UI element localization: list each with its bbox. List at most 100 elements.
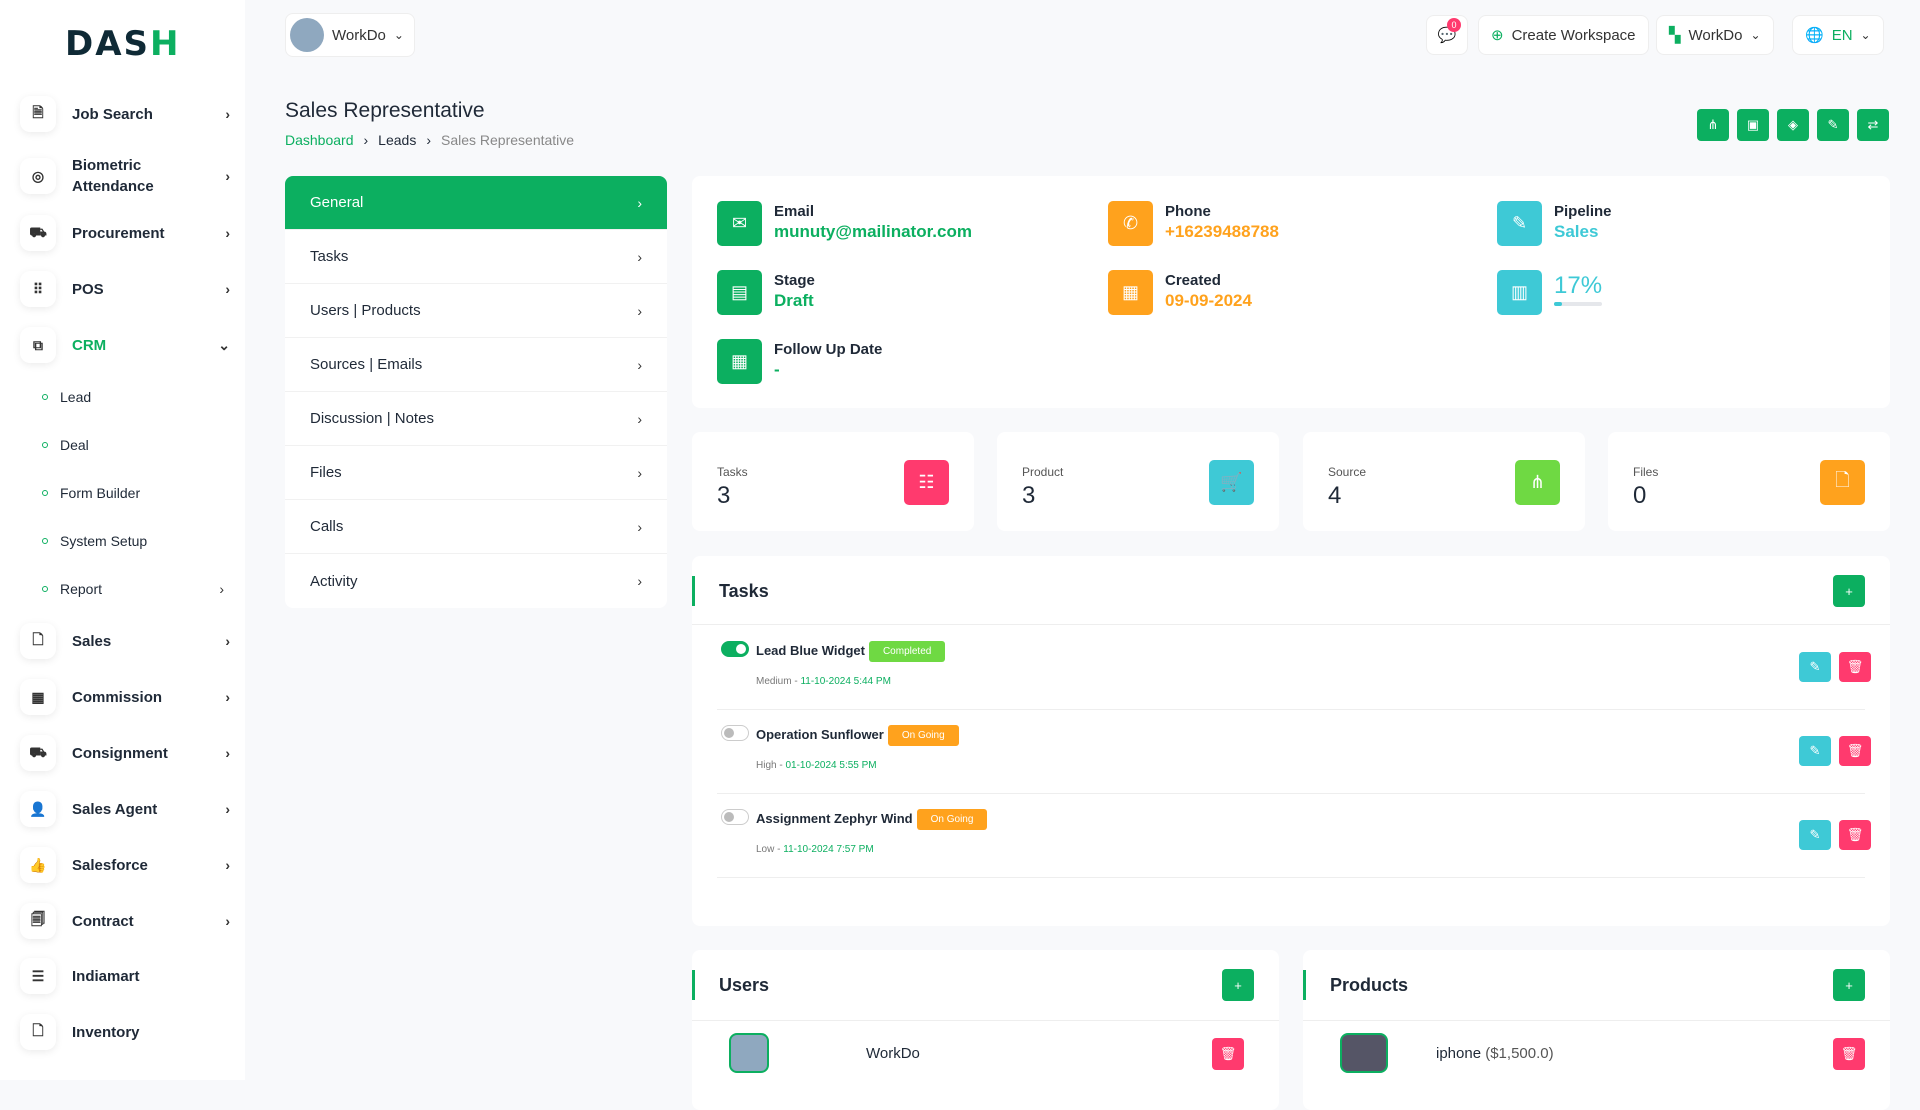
stage-info: ▤ Stage Draft <box>717 270 815 315</box>
menu-activity[interactable]: Activity › <box>310 572 642 590</box>
chevron-down-icon: ⌄ <box>1860 28 1871 42</box>
chevron-right-icon: › <box>225 745 230 761</box>
plus-icon: + <box>1845 977 1853 993</box>
sidebar-item-commission[interactable]: ▦ Commission › <box>20 679 230 715</box>
logo[interactable]: DASH <box>65 24 181 64</box>
sidebar-sub-lead[interactable]: Lead <box>42 389 91 405</box>
sidebar-sub-system-setup[interactable]: System Setup <box>42 533 147 549</box>
pencil-icon: ✎ <box>1809 743 1821 758</box>
menu-discussion-notes[interactable]: Discussion | Notes › <box>285 392 667 446</box>
status-badge: On Going <box>916 809 988 830</box>
task-row: Lead Blue Widget Completed Medium - 11-10… <box>717 626 1871 710</box>
sidebar-item-crm[interactable]: ⧉ CRM ⌄ <box>20 327 230 363</box>
edit-task-button[interactable]: ✎ <box>1799 652 1831 682</box>
list-icon: ☰ <box>20 958 56 994</box>
trash-icon: 🗑 <box>1846 659 1864 674</box>
server-icon: ▤ <box>717 270 762 315</box>
add-task-button[interactable]: + <box>1833 575 1865 607</box>
sidebar-item-consignment[interactable]: ⛟ Consignment › <box>20 735 230 771</box>
delete-product-button[interactable]: 🗑 <box>1833 1038 1865 1070</box>
phone-info: ✆ Phone +16239488788 <box>1108 201 1279 246</box>
thumb-up-icon: 👍 <box>20 847 56 883</box>
refresh-icon: ⇄ <box>1867 117 1879 132</box>
sidebar-item-sales[interactable]: 🗋 Sales › <box>20 623 230 659</box>
stat-source: Source 4 ⋔ <box>1303 432 1585 531</box>
add-product-button[interactable]: + <box>1833 969 1865 1001</box>
share-icon: ⋔ <box>1707 117 1719 132</box>
sidebar-item-biometric[interactable]: ◎ Biometric Attendance › <box>20 155 230 197</box>
menu-tasks[interactable]: Tasks › <box>285 230 667 284</box>
breadcrumb-leads[interactable]: Leads <box>378 132 417 148</box>
tag-icon: ◈ <box>1788 117 1798 132</box>
sidebar-sub-deal[interactable]: Deal <box>42 437 89 453</box>
chevron-right-icon: › <box>225 689 230 705</box>
delete-task-button[interactable]: 🗑 <box>1839 820 1871 850</box>
chevron-down-icon: ⌄ <box>393 28 404 42</box>
sidebar-item-salesforce[interactable]: 👍 Salesforce › <box>20 847 230 883</box>
menu-files[interactable]: Files › <box>285 446 667 500</box>
product-name: iphone ($1,500.0) <box>1436 1045 1554 1062</box>
tasks-card: Tasks + Lead Blue Widget Completed Medium… <box>692 556 1890 926</box>
task-complete-toggle[interactable] <box>721 641 749 657</box>
cart-icon: 🛒 <box>1209 460 1254 505</box>
sidebar-item-sales-agent[interactable]: 👤 Sales Agent › <box>20 791 230 827</box>
convert-button[interactable]: ⋔ <box>1697 109 1729 141</box>
delete-task-button[interactable]: 🗑 <box>1839 652 1871 682</box>
chevron-right-icon: › <box>637 573 642 589</box>
breadcrumb-dashboard[interactable]: Dashboard <box>285 132 354 148</box>
breadcrumb: Dashboard › Leads › Sales Representative <box>285 132 575 148</box>
plus-icon: + <box>1845 583 1853 599</box>
workspace-switcher[interactable]: WorkDo ⌄ <box>285 13 415 57</box>
task-complete-toggle[interactable] <box>721 809 749 825</box>
edit-lead-button[interactable]: ✎ <box>1817 109 1849 141</box>
label-button[interactable]: ◈ <box>1777 109 1809 141</box>
sidebar-item-indiamart[interactable]: ☰ Indiamart <box>20 958 230 994</box>
add-user-button[interactable]: + <box>1222 969 1254 1001</box>
call-button[interactable]: ▣ <box>1737 109 1769 141</box>
pencil-icon: ✎ <box>1809 659 1821 674</box>
delete-task-button[interactable]: 🗑 <box>1839 736 1871 766</box>
fingerprint-icon: ◎ <box>20 158 56 194</box>
language-selector[interactable]: 🌐 EN ⌄ <box>1792 15 1884 55</box>
products-card: Products + iphone ($1,500.0) 🗑 <box>1303 950 1890 1110</box>
sidebar-sub-report[interactable]: Report › <box>42 581 224 597</box>
menu-users-products[interactable]: Users | Products › <box>285 284 667 338</box>
chevron-right-icon: › <box>637 194 642 211</box>
chevron-right-icon: › <box>225 801 230 817</box>
stat-tasks: Tasks 3 ☷ <box>692 432 974 531</box>
lead-info-card: ✉ Email munuty@mailinator.com ✆ Phone +16239… <box>692 176 1890 408</box>
sidebar-item-job-search[interactable]: 🗎 Job Search › <box>20 96 230 132</box>
pipeline-info: ✎ Pipeline Sales <box>1497 201 1612 246</box>
share-icon: ⋔ <box>1515 460 1560 505</box>
chevron-right-icon: › <box>637 518 642 535</box>
sidebar-item-contract[interactable]: 🗐 Contract › <box>20 903 230 939</box>
file-icon: 🗋 <box>20 623 56 659</box>
task-complete-toggle[interactable] <box>721 725 749 741</box>
truck-icon: ⛟ <box>20 735 56 771</box>
chevron-down-icon: ⌄ <box>1750 28 1761 42</box>
progress-bar <box>1554 302 1602 306</box>
menu-sources-emails[interactable]: Sources | Emails › <box>285 338 667 392</box>
change-stage-button[interactable]: ⇄ <box>1857 109 1889 141</box>
workspace-menu[interactable]: ▚ WorkDo ⌄ <box>1656 15 1774 55</box>
layers-icon: ⧉ <box>20 327 56 363</box>
sidebar-sub-form-builder[interactable]: Form Builder <box>42 485 140 501</box>
grid-icon: ⠿ <box>20 271 56 307</box>
chevron-right-icon: › <box>225 281 230 297</box>
menu-calls[interactable]: Calls › <box>285 500 667 554</box>
edit-task-button[interactable]: ✎ <box>1799 820 1831 850</box>
status-badge: Completed <box>868 641 946 662</box>
edit-task-button[interactable]: ✎ <box>1799 736 1831 766</box>
chevron-right-icon: › <box>225 857 230 873</box>
mail-icon: ✉ <box>717 201 762 246</box>
messages-button[interactable]: 💬 0 <box>1426 15 1468 55</box>
calendar-icon: ▦ <box>1108 270 1153 315</box>
progress-info: ▥ 17% <box>1497 270 1602 315</box>
file-icon: 🗋 <box>1820 460 1865 505</box>
sidebar-item-pos[interactable]: ⠿ POS › <box>20 271 230 307</box>
create-workspace-button[interactable]: ⊕ Create Workspace <box>1478 15 1649 55</box>
menu-general[interactable]: General › <box>285 176 667 230</box>
sidebar-item-procurement[interactable]: ⛟ Procurement › <box>20 215 230 251</box>
delete-user-button[interactable]: 🗑 <box>1212 1038 1244 1070</box>
sidebar-item-inventory[interactable]: 🗋 Inventory <box>20 1014 230 1050</box>
